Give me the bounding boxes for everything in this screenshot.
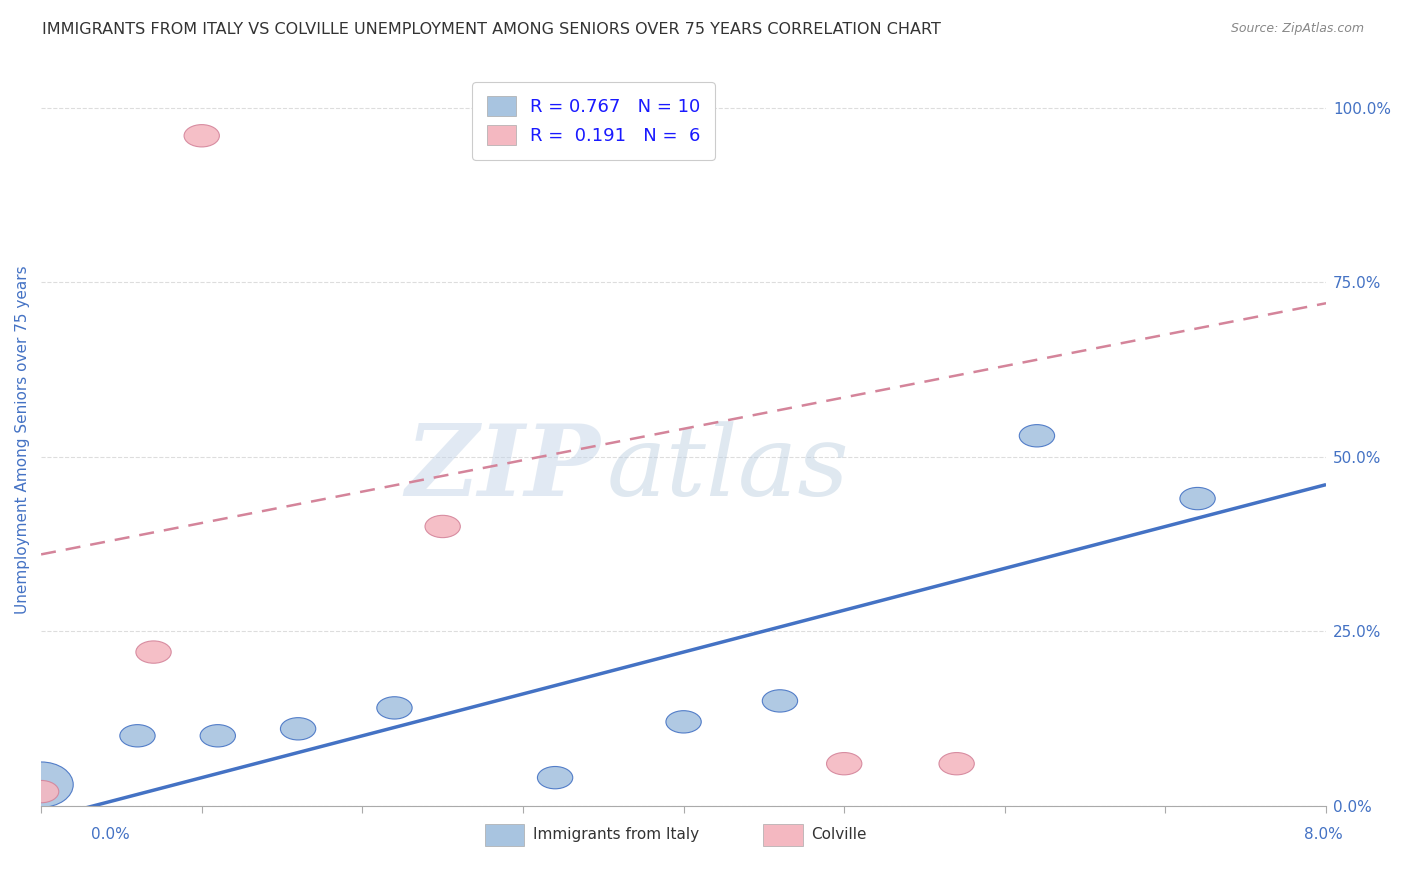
- Text: Colville: Colville: [811, 828, 866, 842]
- Text: ZIP: ZIP: [405, 420, 600, 516]
- Ellipse shape: [1180, 487, 1215, 509]
- FancyBboxPatch shape: [763, 824, 803, 846]
- Ellipse shape: [377, 697, 412, 719]
- Ellipse shape: [24, 780, 59, 803]
- Text: 0.0%: 0.0%: [91, 827, 131, 841]
- Y-axis label: Unemployment Among Seniors over 75 years: Unemployment Among Seniors over 75 years: [15, 265, 30, 614]
- Ellipse shape: [120, 724, 155, 747]
- Ellipse shape: [762, 690, 797, 712]
- Text: Immigrants from Italy: Immigrants from Italy: [533, 828, 699, 842]
- Ellipse shape: [827, 753, 862, 775]
- Ellipse shape: [280, 718, 316, 740]
- Text: 8.0%: 8.0%: [1303, 827, 1343, 841]
- Ellipse shape: [136, 641, 172, 664]
- Text: Source: ZipAtlas.com: Source: ZipAtlas.com: [1230, 22, 1364, 36]
- Ellipse shape: [666, 711, 702, 733]
- Ellipse shape: [184, 125, 219, 147]
- Ellipse shape: [425, 516, 460, 538]
- Ellipse shape: [8, 762, 73, 807]
- Text: IMMIGRANTS FROM ITALY VS COLVILLE UNEMPLOYMENT AMONG SENIORS OVER 75 YEARS CORRE: IMMIGRANTS FROM ITALY VS COLVILLE UNEMPL…: [42, 22, 941, 37]
- FancyBboxPatch shape: [485, 824, 524, 846]
- Ellipse shape: [939, 753, 974, 775]
- Text: atlas: atlas: [606, 421, 849, 516]
- Ellipse shape: [200, 724, 235, 747]
- Legend: R = 0.767   N = 10, R =  0.191   N =  6: R = 0.767 N = 10, R = 0.191 N = 6: [472, 82, 714, 160]
- Ellipse shape: [1019, 425, 1054, 447]
- Ellipse shape: [537, 766, 572, 789]
